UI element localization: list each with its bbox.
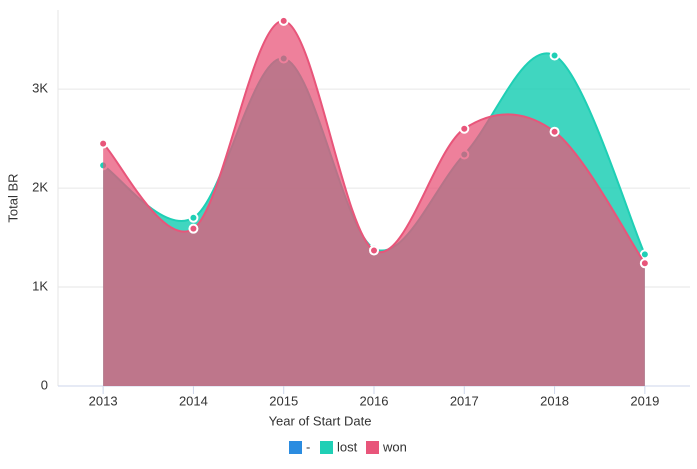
- y-axis-title: Total BR: [5, 173, 20, 222]
- x-tick-label: 2016: [360, 393, 389, 408]
- point-marker: [188, 212, 199, 223]
- point-marker: [188, 223, 199, 234]
- legend-label[interactable]: lost: [337, 439, 358, 454]
- legend-swatch[interactable]: [320, 441, 333, 454]
- x-tick-label: 2013: [89, 393, 118, 408]
- x-tick-label: 2017: [450, 393, 479, 408]
- area: [103, 20, 645, 387]
- point-marker: [549, 126, 560, 137]
- x-tick-label: 2014: [179, 393, 208, 408]
- point-marker: [459, 123, 470, 134]
- legend-label[interactable]: won: [382, 439, 407, 454]
- legend-swatch[interactable]: [289, 441, 302, 454]
- point-marker: [98, 138, 109, 149]
- y-tick-label: 2K: [32, 180, 48, 195]
- legend-label[interactable]: -: [306, 439, 310, 454]
- point-marker: [369, 245, 379, 256]
- point-marker: [278, 15, 289, 26]
- x-tick-label: 2018: [540, 393, 569, 408]
- legend-swatch[interactable]: [366, 441, 379, 454]
- point-marker: [639, 258, 650, 269]
- y-tick-label: 0: [41, 377, 48, 392]
- x-axis-title: Year of Start Date: [269, 413, 372, 428]
- x-tick-label: 2015: [269, 393, 298, 408]
- point-marker: [549, 50, 560, 61]
- y-tick-label: 1K: [32, 278, 48, 293]
- y-tick-label: 3K: [32, 81, 48, 96]
- x-tick-label: 2019: [630, 393, 659, 408]
